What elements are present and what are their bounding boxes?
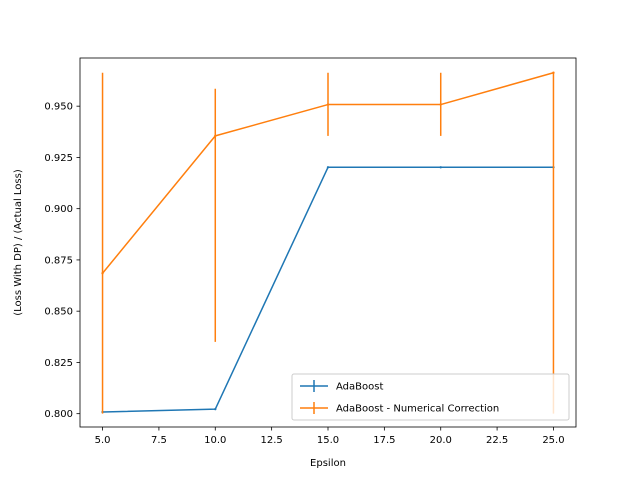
data-point: [326, 103, 330, 106]
data-point: [439, 166, 442, 169]
y-tick-label: 0.825: [44, 358, 73, 369]
x-tick-label: 17.5: [373, 435, 395, 446]
legend-item: AdaBoost: [300, 380, 383, 393]
legend-label: AdaBoost: [336, 382, 383, 393]
x-axis-label: Epsilon: [310, 458, 346, 469]
x-tick-label: 12.5: [261, 435, 283, 446]
x-tick-label: 10.0: [204, 435, 226, 446]
legend: AdaBoost AdaBoost - Numerical Correction: [291, 373, 570, 421]
y-tick-label: 0.925: [44, 153, 73, 164]
y-tick-label: 0.900: [44, 204, 73, 215]
legend-item: AdaBoost - Numerical Correction: [300, 402, 499, 415]
x-tick-label: 7.5: [151, 435, 167, 446]
y-tick-label: 0.875: [44, 255, 73, 266]
data-point: [214, 134, 217, 138]
x-tick-label: 22.5: [486, 435, 508, 446]
x-tick-label: 5.0: [95, 435, 111, 446]
legend-box: [291, 373, 570, 421]
legend-label: AdaBoost - Numerical Correction: [336, 404, 499, 415]
y-axis: 0.800 0.825 0.850 0.875 0.900 0.925 0.950: [44, 102, 80, 420]
data-point: [214, 407, 217, 411]
series-layer: [101, 71, 555, 414]
x-axis: 5.0 7.5 10.0 12.5 15.0 17.5 20.0 22.5 25.0: [95, 427, 565, 446]
y-tick-label: 0.850: [44, 307, 73, 318]
data-point: [101, 272, 104, 275]
y-tick-label: 0.800: [44, 409, 73, 420]
y-tick-label: 0.950: [44, 102, 73, 113]
data-point: [552, 71, 555, 74]
y-axis-label: (Loss With DP) / (Actual Loss): [13, 169, 24, 316]
x-tick-label: 25.0: [542, 435, 564, 446]
series-1: [101, 71, 555, 414]
data-point: [326, 166, 330, 169]
x-tick-label: 15.0: [317, 435, 339, 446]
data-point: [439, 103, 442, 106]
x-tick-label: 20.0: [430, 435, 452, 446]
